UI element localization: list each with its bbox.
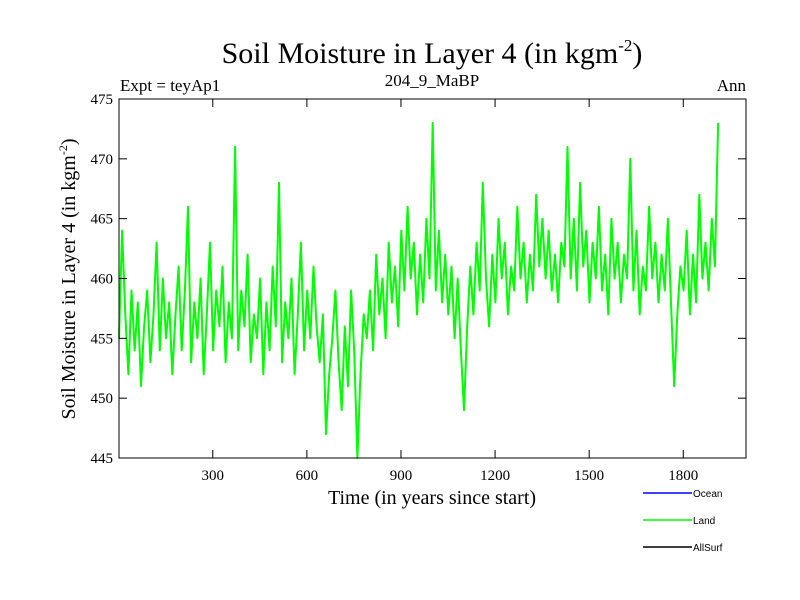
series-line-land (118, 121, 720, 459)
y-tick-label: 455 (91, 331, 114, 347)
x-tick-label: 600 (296, 468, 319, 484)
y-tick-label: 465 (91, 212, 114, 228)
period-label: 204_9_MaBP (385, 71, 479, 90)
legend-label-land: Land (693, 516, 715, 527)
experiment-label: Expt = teyAp1 (120, 76, 220, 95)
x-tick-label: 1800 (668, 468, 698, 484)
y-axis-label-superscript: -2 (56, 145, 70, 155)
y-tick-label: 470 (91, 152, 114, 168)
y-tick-label: 460 (91, 272, 114, 288)
legend-label-allsurf: AllSurf (693, 543, 723, 554)
y-tick-label: 450 (91, 391, 114, 407)
x-tick-label: 1500 (574, 468, 604, 484)
x-tick-label: 1200 (480, 468, 510, 484)
chart-title-superscript: -2 (618, 36, 632, 55)
y-axis-label-close: ) (58, 138, 80, 145)
legend-label-ocean: Ocean (693, 489, 722, 500)
x-tick-label: 900 (390, 468, 413, 484)
x-axis-label: Time (in years since start) (328, 487, 536, 509)
chart-title-close: ) (632, 37, 642, 70)
x-tick-label: 300 (202, 468, 225, 484)
chart-title: Soil Moisture in Layer 4 (in kgm-2) (222, 36, 643, 70)
plot-frame (118, 98, 747, 459)
y-axis-label: Soil Moisture in Layer 4 (in kgm-2) (56, 138, 80, 419)
y-axis-label-text: Soil Moisture in Layer 4 (in kgm (58, 155, 80, 420)
legend: Ocean Land AllSurf (643, 489, 723, 554)
y-tick-label: 445 (91, 451, 114, 467)
chart-title-text: Soil Moisture in Layer 4 (in kgm (222, 37, 619, 70)
season-label: Ann (717, 76, 747, 95)
y-tick-label: 475 (91, 92, 114, 108)
